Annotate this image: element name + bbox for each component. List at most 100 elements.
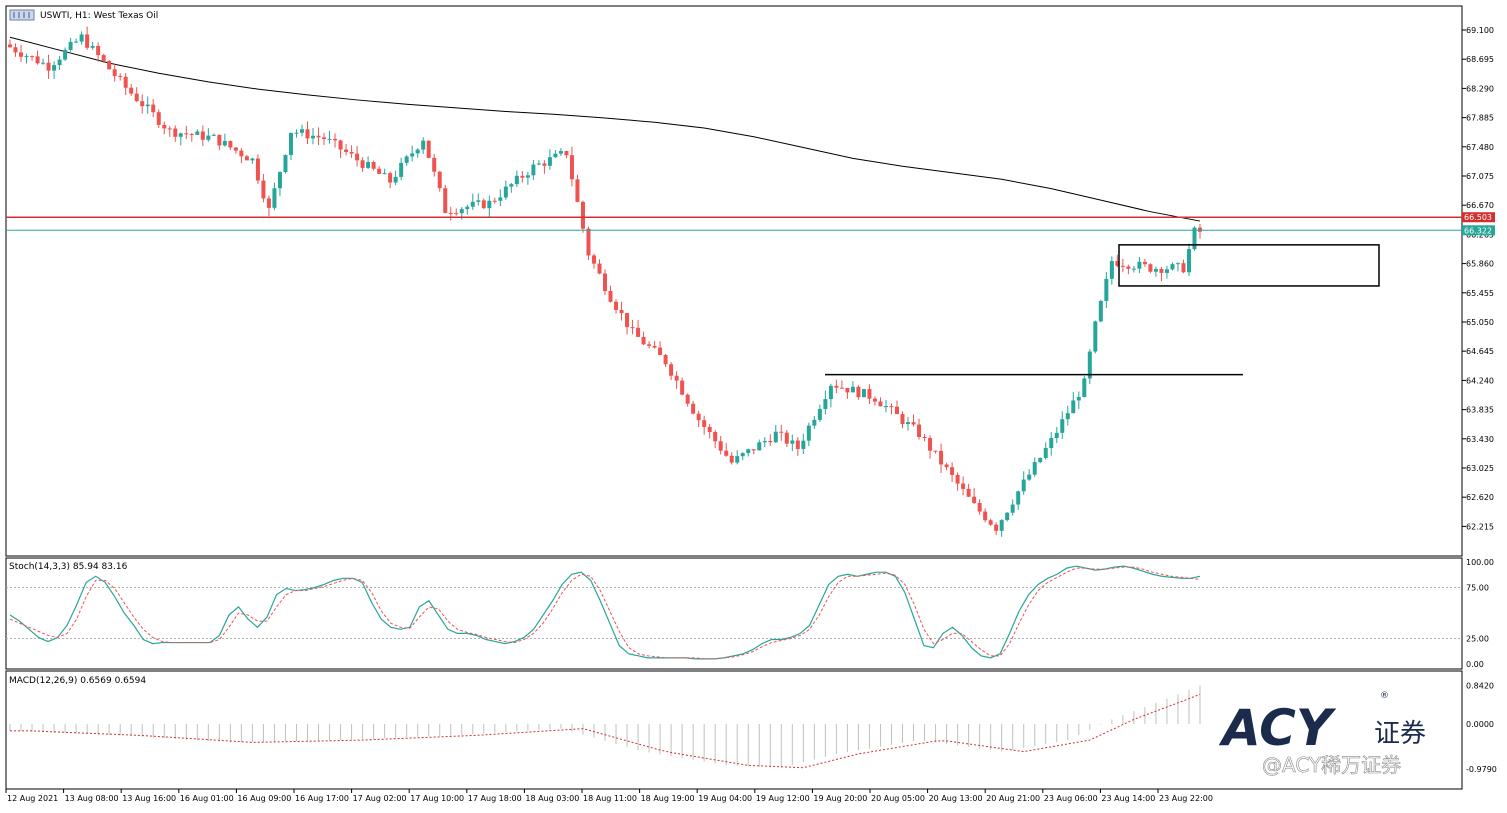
candle bbox=[503, 180, 508, 200]
candle-body bbox=[167, 128, 172, 130]
candle bbox=[614, 299, 619, 314]
candle bbox=[107, 60, 112, 70]
candle-body bbox=[784, 432, 789, 444]
candle-body bbox=[900, 414, 905, 424]
candle-body bbox=[1175, 263, 1180, 265]
time-label: 20 Aug 21:00 bbox=[986, 794, 1040, 803]
candle bbox=[928, 435, 933, 459]
candle-body bbox=[162, 124, 167, 129]
candle bbox=[277, 171, 282, 196]
candle-body bbox=[801, 440, 806, 450]
candle bbox=[129, 83, 134, 96]
candle bbox=[917, 418, 922, 440]
candle-body bbox=[355, 153, 360, 161]
candle-body bbox=[608, 290, 613, 302]
candle bbox=[691, 400, 696, 415]
price-tick-label: 67.075 bbox=[1466, 172, 1494, 181]
candle-body bbox=[861, 389, 866, 398]
candle-body bbox=[961, 483, 966, 489]
candle bbox=[333, 133, 338, 148]
candle-body bbox=[795, 440, 800, 450]
candle bbox=[531, 159, 536, 180]
candle bbox=[41, 58, 46, 65]
candle-body bbox=[834, 385, 839, 388]
candle bbox=[636, 319, 641, 338]
candle bbox=[30, 55, 35, 61]
candle-body bbox=[746, 449, 751, 454]
candle bbox=[167, 126, 172, 137]
candle-body bbox=[239, 150, 244, 157]
candle bbox=[228, 140, 233, 150]
candle-body bbox=[806, 425, 811, 441]
candle-body bbox=[470, 201, 475, 207]
candle-body bbox=[415, 149, 420, 154]
stoch-label: Stoch(14,3,3) 85.94 83.16 bbox=[9, 562, 128, 572]
candle bbox=[586, 226, 591, 260]
candle bbox=[1087, 349, 1092, 385]
candle bbox=[906, 417, 911, 431]
candle bbox=[724, 443, 729, 457]
candle-body bbox=[432, 157, 437, 172]
candle bbox=[1198, 224, 1202, 239]
candle-body bbox=[641, 336, 646, 345]
candle bbox=[35, 50, 40, 65]
bid-price-tag bbox=[1462, 225, 1495, 236]
candle bbox=[751, 449, 756, 455]
candle-body bbox=[586, 228, 591, 256]
candle-body bbox=[542, 163, 547, 166]
macd-tick-label: -0.9790 bbox=[1466, 765, 1497, 774]
candle bbox=[536, 160, 541, 166]
candle bbox=[1153, 266, 1158, 277]
candle-body bbox=[531, 164, 536, 176]
candle bbox=[762, 437, 767, 448]
candle-body bbox=[939, 450, 944, 465]
candle bbox=[696, 410, 701, 428]
candle bbox=[828, 383, 833, 408]
candle bbox=[1164, 265, 1169, 279]
candle-body bbox=[388, 173, 393, 183]
candle-body bbox=[889, 406, 894, 408]
candle-body bbox=[933, 450, 938, 452]
candle bbox=[564, 150, 569, 159]
candle-body bbox=[663, 355, 668, 365]
candle bbox=[823, 390, 828, 415]
candle-body bbox=[85, 34, 90, 48]
candle bbox=[983, 508, 988, 523]
candle bbox=[217, 134, 222, 151]
candle-body bbox=[1005, 512, 1010, 521]
candle-body bbox=[448, 213, 453, 215]
candle bbox=[878, 397, 883, 407]
candle-body bbox=[299, 129, 304, 133]
macd-tick-label: 0.8420 bbox=[1466, 681, 1494, 690]
candle bbox=[90, 41, 95, 50]
levels: 66.503 66.322 bbox=[6, 212, 1495, 376]
candle-body bbox=[1186, 249, 1191, 273]
candle bbox=[707, 423, 712, 439]
candle bbox=[498, 189, 503, 207]
candle bbox=[625, 313, 630, 335]
candle-body bbox=[999, 520, 1004, 531]
candle bbox=[674, 371, 679, 389]
candle bbox=[608, 285, 613, 303]
candle bbox=[393, 170, 398, 186]
price-tick-label: 65.455 bbox=[1466, 289, 1494, 298]
time-label: 17 Aug 18:00 bbox=[468, 794, 522, 803]
candle-body bbox=[459, 209, 464, 214]
candle bbox=[1159, 266, 1164, 282]
candle bbox=[63, 47, 68, 62]
candle bbox=[173, 125, 178, 142]
candle bbox=[1142, 258, 1147, 267]
candle-body bbox=[619, 309, 624, 314]
candle-body bbox=[652, 345, 657, 348]
ma-line bbox=[9, 36, 1201, 222]
candle bbox=[641, 331, 646, 345]
candle bbox=[1104, 271, 1109, 308]
candle-body bbox=[90, 45, 95, 48]
candle-body bbox=[558, 151, 563, 154]
candle-body bbox=[1043, 447, 1048, 458]
candle bbox=[481, 198, 486, 210]
candle bbox=[294, 129, 299, 138]
candle bbox=[757, 439, 762, 451]
candle bbox=[371, 160, 376, 171]
candle-body bbox=[790, 440, 795, 444]
